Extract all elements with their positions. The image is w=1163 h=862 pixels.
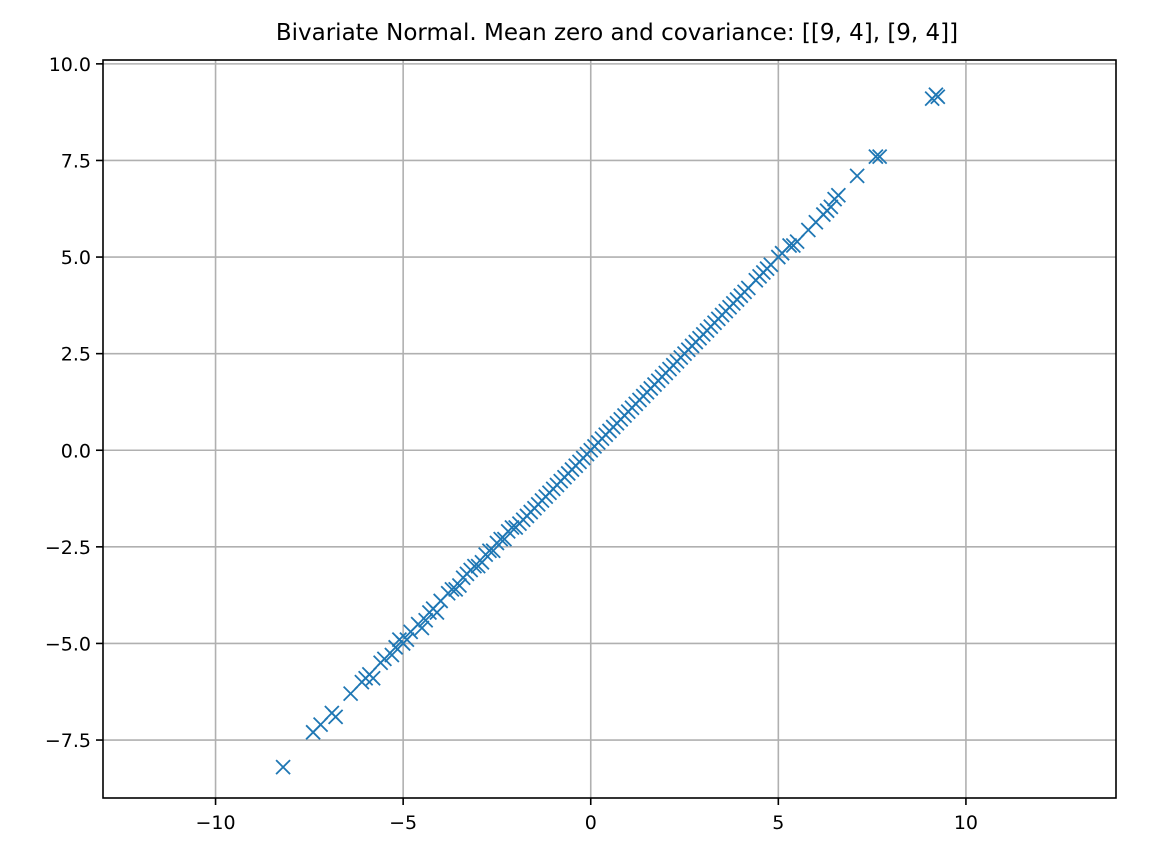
grid-lines <box>103 60 1116 798</box>
data-point <box>830 187 846 203</box>
data-point <box>429 604 445 621</box>
x-tick-label: 5 <box>772 812 784 834</box>
x-tick-label: −10 <box>196 812 236 834</box>
data-point <box>388 639 404 655</box>
y-tick-label: −5.0 <box>45 633 91 655</box>
data-point <box>399 631 415 648</box>
y-tick-label: −2.5 <box>45 537 91 559</box>
data-point <box>871 148 888 165</box>
y-tick-label: 0.0 <box>61 440 91 462</box>
y-tick-label: 10.0 <box>49 54 91 76</box>
data-point <box>414 620 430 636</box>
data-point <box>418 612 434 628</box>
y-tick-label: −7.5 <box>45 730 91 752</box>
x-tick-label: −5 <box>389 812 417 834</box>
data-point <box>451 577 468 594</box>
y-tick-label: 7.5 <box>61 150 91 172</box>
data-point <box>275 759 291 775</box>
data-point <box>365 670 381 686</box>
data-point <box>849 168 865 184</box>
data-point <box>930 89 946 105</box>
x-tick-label: 0 <box>585 812 597 834</box>
x-tick-label: 10 <box>954 812 978 834</box>
data-point <box>868 148 884 165</box>
data-point <box>823 199 839 215</box>
axis-ticks: −10 −5 0 5 10 −7.5 −5.0 −2.5 0.0 2.5 5.0 7.5 10.0 <box>45 54 978 834</box>
chart-title: Bivariate Normal. Mean zero and covarian… <box>276 20 958 46</box>
y-tick-label: 2.5 <box>61 344 91 366</box>
data-point <box>327 709 344 725</box>
data-point <box>504 519 520 536</box>
axes-frame <box>102 59 1117 799</box>
data-point <box>781 237 798 254</box>
data-points <box>275 87 946 775</box>
y-tick-label: 5.0 <box>61 247 91 269</box>
